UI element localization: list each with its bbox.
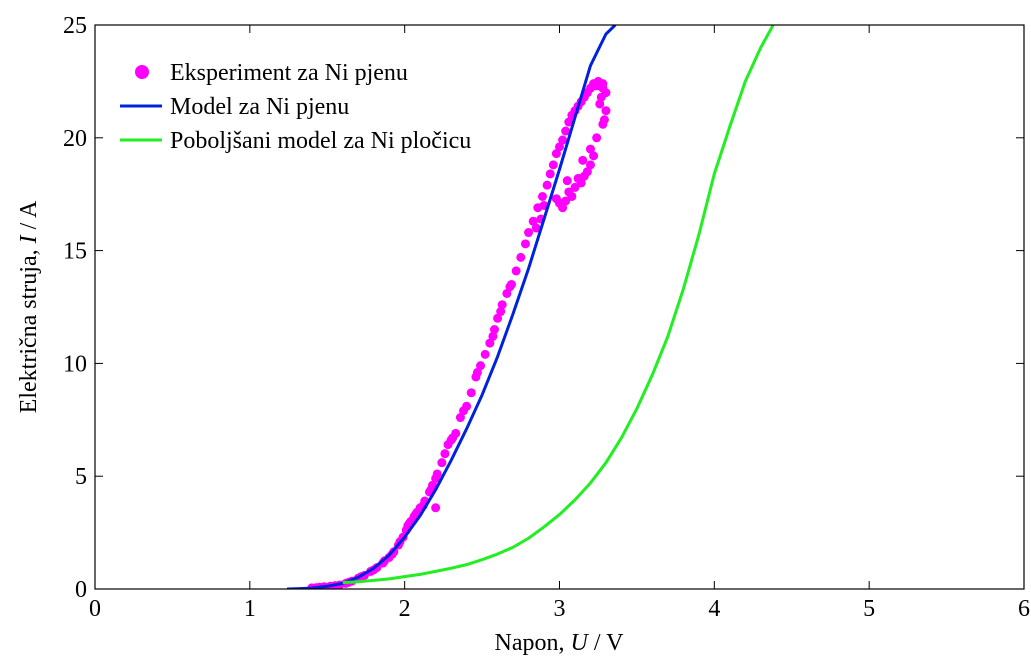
scatter-point (542, 180, 552, 190)
scatter-point (440, 449, 450, 459)
scatter-point (528, 216, 538, 226)
x-axis-label-prefix: Napon, (495, 630, 571, 656)
x-tick-label: 1 (244, 596, 256, 622)
scatter-point (570, 182, 580, 192)
scatter-point (516, 252, 526, 262)
legend-label-model: Model za Ni pjenu (170, 94, 349, 120)
scatter-point (459, 406, 468, 416)
scatter-point (601, 106, 611, 116)
scatter-point (437, 458, 447, 468)
scatter-point (488, 331, 498, 341)
scatter-point (548, 160, 558, 170)
scatter-point (537, 191, 547, 201)
scatter-point (585, 160, 595, 170)
scatter-point (520, 239, 530, 249)
legend: Eksperiment za Ni pjenu Model za Ni pjen… (120, 60, 471, 154)
legend-label-eksperiment: Eksperiment za Ni pjenu (170, 60, 408, 86)
scatter-point (551, 149, 561, 159)
scatter-point (472, 367, 482, 377)
scatter-point (598, 83, 608, 93)
scatter-point (562, 176, 572, 186)
y-axis-label-var: I (16, 234, 42, 244)
scatter-point (524, 228, 534, 238)
scatter-point (505, 282, 515, 292)
x-tick-label: 3 (554, 596, 566, 622)
scatter-point (431, 503, 441, 513)
scatter-point (497, 300, 507, 310)
scatter-point (585, 144, 595, 154)
y-axis-label-suffix: / A (16, 200, 42, 235)
scatter-point (578, 155, 588, 165)
x-tick-label: 2 (399, 596, 411, 622)
scatter-point (485, 338, 495, 348)
scatter-point (531, 223, 541, 233)
x-axis-label: Napon, U / V (495, 630, 625, 656)
scatter-point (561, 126, 571, 136)
y-tick-label: 10 (63, 351, 87, 377)
x-axis-label-suffix: / V (588, 630, 624, 656)
y-tick-label: 15 (63, 239, 87, 265)
x-tick-label: 4 (708, 596, 720, 622)
x-axis-label-var: U (571, 630, 590, 656)
series-line-1 (286, 25, 617, 589)
y-tick-label: 0 (75, 577, 87, 603)
scatter-point (476, 361, 486, 371)
scatter-point (589, 151, 599, 161)
scatter-point (558, 135, 568, 145)
y-tick-label: 25 (63, 13, 87, 39)
series-line-2 (342, 25, 775, 585)
scatter-point (545, 169, 555, 179)
scatter-point (489, 325, 499, 335)
scatter-point (432, 469, 442, 479)
y-tick-label: 5 (75, 464, 87, 490)
y-tick-label: 20 (63, 126, 87, 152)
scatter-point (596, 92, 606, 102)
scatter-point (480, 349, 490, 359)
y-axis-label: Električna struja, I / A (16, 200, 42, 413)
scatter-point (502, 288, 512, 298)
scatter-point (564, 117, 574, 127)
scatter-point (595, 99, 605, 109)
scatter-point (455, 413, 465, 423)
scatter-point (496, 307, 506, 317)
x-tick-label: 5 (863, 596, 875, 622)
x-tick-label: 6 (1018, 596, 1030, 622)
scatter-point (573, 173, 583, 183)
legend-label-poboljsani: Poboljšani model za Ni pločicu (170, 128, 471, 154)
scatter-point (564, 187, 574, 197)
scatter-point (511, 266, 521, 276)
series-layer (286, 25, 775, 589)
scatter-point (598, 119, 608, 129)
legend-marker-eksperiment (135, 65, 149, 79)
scatter-point (555, 142, 564, 152)
scatter-point (448, 433, 458, 443)
y-axis-label-prefix: Električna struja, (16, 243, 42, 413)
ticks-layer: 0 1 2 3 4 5 6 0 5 10 15 20 25 (63, 13, 1030, 622)
scatter-point (551, 194, 561, 204)
scatter-point (493, 313, 503, 323)
scatter-point (592, 133, 602, 143)
x-tick-label: 0 (89, 596, 101, 622)
scatter-point (466, 388, 476, 398)
